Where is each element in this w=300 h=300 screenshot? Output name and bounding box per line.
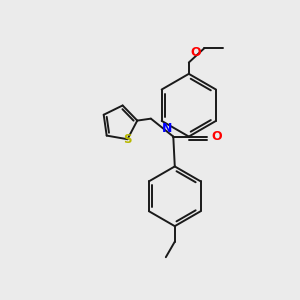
Text: O: O [190,46,201,59]
Text: S: S [123,133,132,146]
Text: N: N [161,122,172,135]
Text: O: O [211,130,222,143]
